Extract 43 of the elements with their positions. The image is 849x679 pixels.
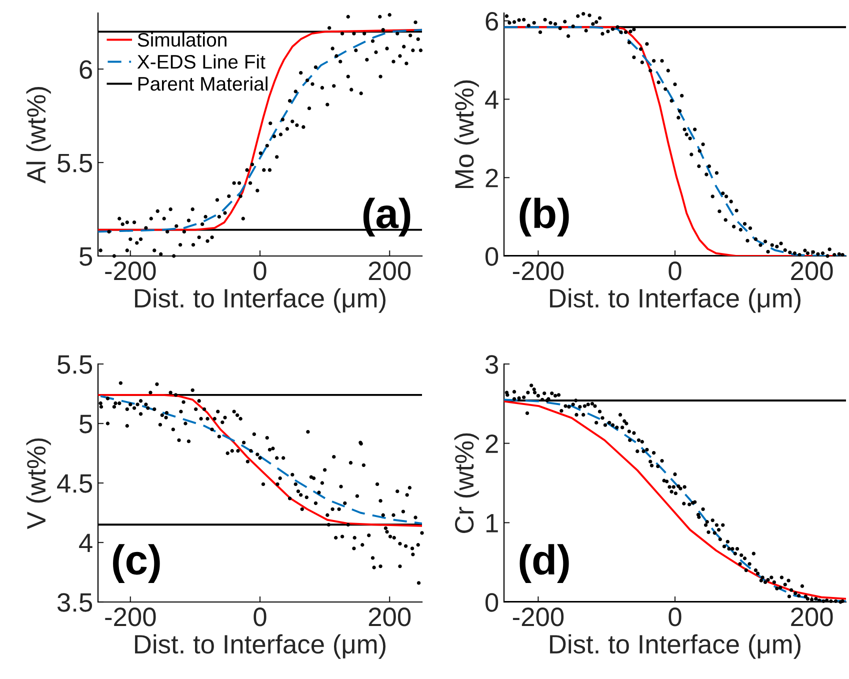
x-tick-label: 200 bbox=[368, 608, 411, 626]
x-tick-label: 0 bbox=[668, 262, 682, 280]
y-tick-label: 5.5 bbox=[58, 154, 92, 172]
x-tick-label: -200 bbox=[105, 608, 156, 626]
x-tick-label: 0 bbox=[254, 262, 266, 280]
x-tick-label: 200 bbox=[368, 262, 411, 280]
x-axis-title: Dist. to Interface (μm) bbox=[550, 288, 800, 313]
y-tick-label: 5 bbox=[80, 247, 92, 266]
y-tick-label: 0 bbox=[485, 247, 498, 266]
x-tick-label: -200 bbox=[512, 262, 564, 280]
annotation: (d) bbox=[520, 544, 569, 583]
y-tick-label: 4.5 bbox=[57, 474, 92, 493]
legend-label: X-EDS Line Fit bbox=[137, 54, 266, 69]
x-tick-label: 0 bbox=[254, 608, 266, 626]
y-tick-label: 2 bbox=[486, 434, 498, 453]
y-tick-label: 4 bbox=[79, 534, 92, 552]
y-tick-label: 1 bbox=[486, 514, 498, 532]
y-tick-label: 3 bbox=[485, 355, 498, 374]
x-tick-label: 200 bbox=[791, 262, 833, 280]
x-tick-label: -200 bbox=[512, 608, 564, 626]
x-tick-label: -200 bbox=[105, 262, 156, 280]
y-axis-title: Mo (wt%) bbox=[454, 80, 479, 188]
annotation: (b) bbox=[520, 198, 569, 237]
x-axis-title: Dist. to Interface (μm) bbox=[135, 288, 386, 313]
legend-label: Parent Material bbox=[138, 76, 268, 91]
y-tick-label: 3.5 bbox=[57, 593, 92, 612]
y-tick-label: 2 bbox=[486, 168, 498, 188]
x-tick-label: 0 bbox=[668, 608, 682, 626]
y-tick-label: 5 bbox=[80, 414, 92, 434]
y-tick-label: 0 bbox=[485, 593, 498, 612]
y-tick-label: 6 bbox=[486, 12, 498, 31]
annotation: (c) bbox=[113, 544, 160, 583]
y-tick-label: 4 bbox=[485, 90, 498, 109]
y-tick-label: 6 bbox=[80, 60, 92, 79]
annotation: (a) bbox=[363, 198, 410, 237]
x-axis-title: Dist. to Interface (μm) bbox=[135, 634, 386, 659]
x-axis-title: Dist. to Interface (μm) bbox=[550, 634, 800, 659]
y-axis-title: Cr (wt%) bbox=[454, 433, 479, 533]
y-tick-label: 5.5 bbox=[58, 355, 92, 374]
legend-label: Simulation bbox=[138, 32, 226, 47]
x-tick-label: 200 bbox=[791, 608, 833, 626]
y-axis-title: V (wt%) bbox=[26, 438, 51, 530]
y-axis-title: Al (wt%) bbox=[26, 87, 51, 184]
